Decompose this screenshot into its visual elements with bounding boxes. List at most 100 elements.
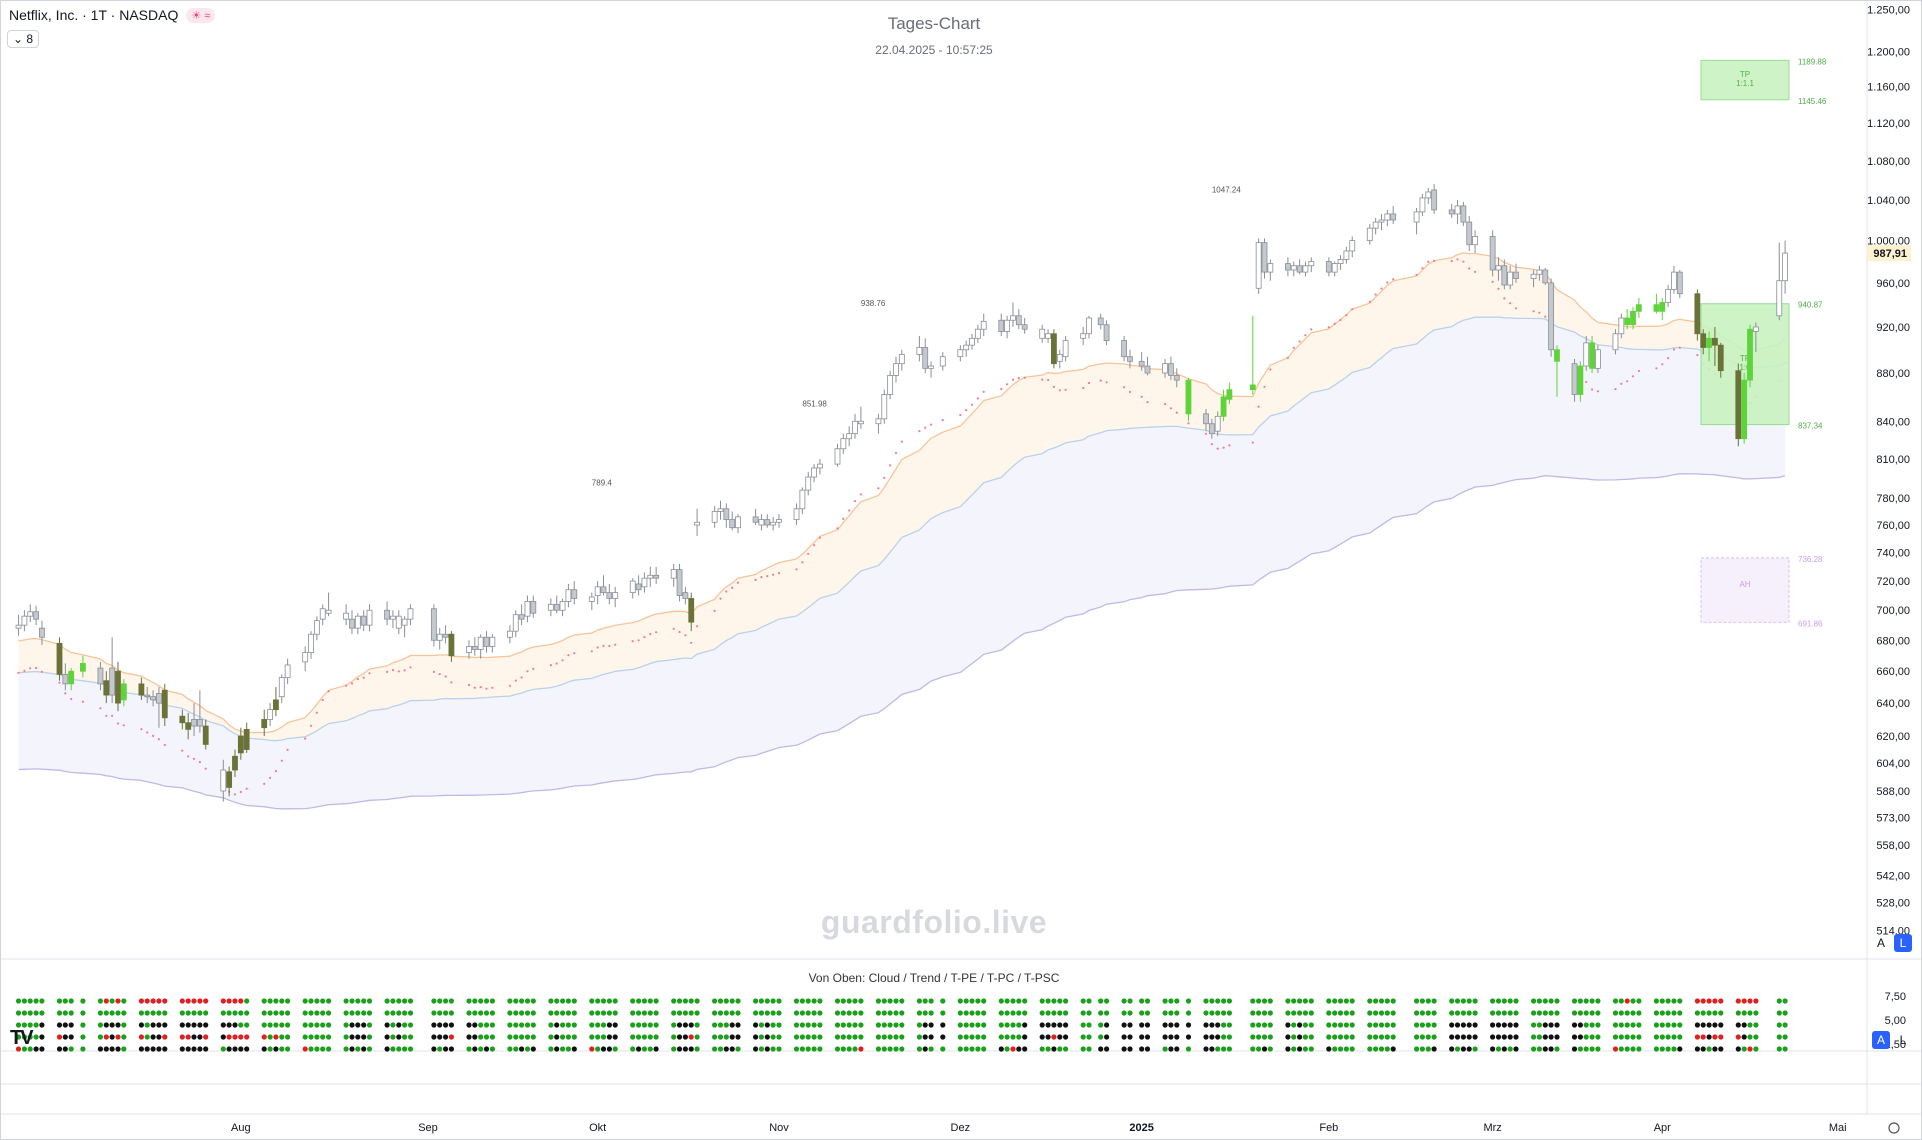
- trailing-stop-dot: [1631, 375, 1635, 378]
- candle-body: [1349, 240, 1356, 252]
- indicator-dot: [1297, 1010, 1303, 1016]
- indicator-dot: [62, 1022, 68, 1028]
- cloud-slow-fill: [18, 317, 1786, 809]
- indicator-dot: [1045, 1034, 1051, 1040]
- symbol-header[interactable]: Netflix, Inc. · 1T · NASDAQ ☀ ≈: [9, 7, 216, 23]
- indicator-dot: [799, 1022, 806, 1028]
- log-scale-button[interactable]: L: [1894, 934, 1912, 952]
- indicator-dot: [384, 1010, 390, 1016]
- indicator-dot: [1741, 1010, 1747, 1016]
- status-badge-icon[interactable]: ☀ ≈: [186, 7, 216, 23]
- x-tick-label: Feb: [1319, 1122, 1338, 1134]
- indicator-dot: [1209, 1046, 1215, 1052]
- trailing-stop-dot: [1298, 340, 1301, 343]
- indicator-dot: [1454, 1034, 1461, 1040]
- indicator-dot: [595, 1046, 601, 1052]
- indicator-dot: [144, 998, 150, 1004]
- indicator-dot: [1209, 1034, 1215, 1040]
- indicator-dot: [1267, 1022, 1273, 1028]
- indicator-dot: [1431, 1046, 1437, 1052]
- indicator-dot: [39, 1022, 45, 1028]
- indicator-dot: [197, 1010, 203, 1016]
- candle-body: [1062, 340, 1069, 358]
- indicator-dot: [238, 1022, 244, 1028]
- candle-body: [191, 719, 197, 727]
- candle-body: [267, 709, 273, 720]
- indicator-dot: [519, 998, 525, 1004]
- tradingview-logo[interactable]: TV: [10, 1027, 34, 1049]
- symbol-line[interactable]: Netflix, Inc. · 1T · NASDAQ: [9, 7, 179, 23]
- indicator-dot: [1636, 1010, 1642, 1016]
- trailing-stop-dot: [1544, 315, 1547, 318]
- indicator-dot: [232, 1046, 238, 1052]
- candle-body: [407, 608, 414, 620]
- indicator-dot: [320, 1046, 326, 1052]
- indicator-dot: [1308, 1034, 1314, 1040]
- indicator-dot: [981, 998, 987, 1004]
- indicator-dot: [817, 1034, 823, 1040]
- trailing-stop-dot: [327, 690, 330, 693]
- indicator-dot: [817, 1022, 823, 1028]
- indicator-dot: [302, 998, 308, 1004]
- indicator-dot: [431, 1022, 437, 1028]
- indicators-collapse-button[interactable]: ⌄ 8: [7, 30, 40, 48]
- trailing-stop-dot: [1333, 322, 1336, 325]
- candle-body: [1752, 326, 1759, 332]
- indicator-dot: [437, 1046, 443, 1052]
- indicator-dot: [489, 1034, 495, 1040]
- indicator-dot: [758, 1010, 765, 1016]
- trailing-stop-dot: [900, 440, 903, 443]
- y-tick-label: 1.120,00: [1867, 118, 1910, 130]
- peak-marker-label: 789.4: [592, 479, 613, 488]
- candle-body: [430, 608, 437, 641]
- indicator-dot: [1776, 1046, 1782, 1052]
- candle-body: [1004, 319, 1011, 332]
- candle-body: [1337, 258, 1344, 265]
- indicator-dot: [811, 998, 817, 1004]
- trailing-stop-dot: [643, 636, 646, 639]
- indicator-dot: [1332, 998, 1338, 1004]
- indicator-dot: [1308, 1010, 1314, 1016]
- candle-body: [641, 577, 648, 588]
- indicator-dot: [1337, 998, 1344, 1004]
- indicator-dot: [1548, 1046, 1554, 1052]
- indicator-dot: [285, 1034, 291, 1040]
- indicator-dot: [1472, 1022, 1478, 1028]
- indicator-dot: [1221, 1034, 1227, 1040]
- indicator-dot: [1472, 1046, 1478, 1052]
- trailing-stop-dot: [99, 707, 102, 710]
- trailing-stop-dot: [848, 509, 851, 512]
- indicator-dot: [466, 1010, 472, 1016]
- indicator-dot: [1466, 1022, 1472, 1028]
- indicator-dot: [1630, 1046, 1636, 1052]
- indicator-dot: [981, 1034, 987, 1040]
- indicator-dot: [717, 1022, 724, 1028]
- trailing-stop-dot: [982, 390, 985, 393]
- indicator-dot: [1221, 1046, 1227, 1052]
- indicator-dot: [483, 1010, 490, 1016]
- auto-scale-button[interactable]: A: [1876, 936, 1885, 950]
- indicator-dot: [1595, 1046, 1601, 1052]
- indicator-log-scale-button[interactable]: L: [1899, 1033, 1907, 1047]
- indicator-dot: [1431, 1010, 1437, 1016]
- indicator-dot: [565, 1046, 572, 1052]
- indicator-auto-scale-button[interactable]: A: [1872, 1031, 1890, 1049]
- indicator-dot: [343, 998, 349, 1004]
- candle-body: [1659, 302, 1666, 312]
- indicator-dot: [1162, 1046, 1168, 1052]
- indicator-dot: [466, 1034, 472, 1040]
- indicator-dot: [1174, 1034, 1180, 1040]
- indicator-dot: [1004, 1034, 1010, 1040]
- indicator-dot: [764, 1022, 770, 1028]
- indicator-dot: [735, 1010, 741, 1016]
- indicator-dot: [1583, 1046, 1589, 1052]
- candle-body: [1489, 236, 1496, 271]
- indicator-dot: [1624, 1046, 1630, 1052]
- indicator-dot: [1449, 1022, 1455, 1028]
- trailing-stop-dot: [1263, 385, 1266, 388]
- indicator-dot: [1215, 1046, 1221, 1052]
- indicator-dot: [846, 1022, 852, 1028]
- candle-body: [629, 580, 636, 594]
- indicator-dot: [396, 1034, 402, 1040]
